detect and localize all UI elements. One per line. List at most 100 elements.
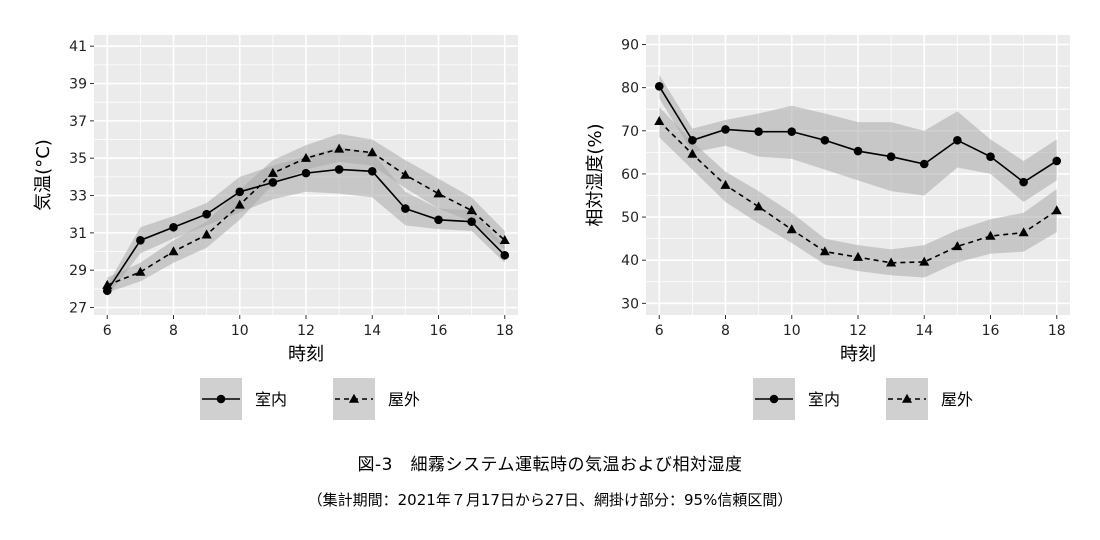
data-point-outdoor [300, 152, 312, 162]
data-point-outdoor [852, 251, 864, 261]
data-point-indoor [434, 215, 443, 225]
x-tick-label: 12 [297, 323, 315, 339]
data-point-outdoor [1018, 227, 1029, 237]
legend: 室内 屋外 [753, 378, 973, 420]
data-point-outdoor [201, 229, 212, 239]
y-axis-title: 気温(°C) [33, 139, 54, 211]
data-point-indoor [1052, 156, 1062, 166]
y-tick-label: 27 [69, 301, 87, 317]
data-point-indoor [136, 236, 145, 245]
y-tick-label: 29 [69, 263, 87, 279]
data-point-outdoor [1051, 205, 1062, 215]
x-tick-label: 18 [496, 323, 514, 339]
y-tick-label: 80 [621, 81, 639, 97]
y-tick-label: 30 [621, 296, 639, 312]
y-axis-title: 相対湿度(%) [585, 123, 606, 226]
legend-marker-indoor [769, 394, 779, 404]
legend-label-outdoor: 屋外 [941, 390, 973, 409]
y-tick-label: 37 [69, 114, 87, 130]
chart-panel-2: 6 8 10 12 14 16 18 30 40 50 60 70 80 90 時刻 相対湿度(%) 室内 屋外 [585, 35, 1070, 420]
data-point-indoor [688, 135, 697, 145]
data-point-indoor [754, 127, 763, 136]
y-tick-label: 31 [69, 226, 87, 242]
figure-caption-subtitle: （集計期間：2021年７月17日から27日、網掛け部分：95%信頼区間） [307, 491, 793, 509]
x-tick-label: 8 [721, 323, 730, 339]
y-tick-label: 40 [621, 253, 639, 269]
legend-item-outdoor: 屋外 [886, 378, 973, 420]
data-point-indoor [301, 168, 311, 178]
y-tick-label: 39 [69, 77, 87, 93]
figure-charts: 6 8 10 12 14 16 18 27 29 31 33 35 37 39 41 時刻 気温(°C) 室内 屋外… [33, 35, 1070, 420]
data-point-indoor [467, 217, 476, 226]
x-tick-label: 18 [1048, 323, 1066, 339]
x-tick-label: 10 [783, 323, 801, 339]
data-point-indoor [787, 127, 797, 136]
data-point-outdoor [334, 143, 345, 153]
x-tick-label: 16 [982, 323, 1000, 339]
x-axis-title: 時刻 [840, 344, 876, 365]
legend-label-outdoor: 屋外 [388, 390, 420, 409]
data-point-outdoor [168, 246, 179, 256]
data-point-indoor [654, 82, 664, 91]
x-tick-label: 14 [363, 323, 381, 339]
y-tick-label: 60 [621, 167, 639, 183]
data-point-outdoor [234, 199, 245, 209]
x-tick-label: 10 [231, 323, 249, 339]
legend-item-indoor: 室内 [753, 378, 840, 420]
y-tick-label: 33 [69, 189, 87, 205]
data-point-outdoor [753, 201, 764, 211]
ci-band-outdoor [659, 107, 1057, 278]
data-point-indoor [1019, 177, 1028, 187]
x-tick-label: 8 [169, 323, 178, 339]
x-axis-title: 時刻 [288, 344, 324, 365]
axes: 6 8 10 12 14 16 18 27 29 31 33 35 37 39 41 時刻 気温(°C) [33, 39, 514, 365]
data-point-indoor [268, 178, 278, 187]
data-point-indoor [986, 152, 995, 161]
data-point-outdoor [886, 257, 897, 267]
data-point-indoor [500, 250, 510, 260]
data-point-indoor [235, 187, 245, 197]
data-point-outdoor [720, 179, 731, 189]
data-point-indoor [401, 204, 410, 213]
legend-label-indoor: 室内 [808, 390, 840, 409]
y-tick-label: 41 [69, 39, 87, 55]
y-tick-label: 35 [69, 151, 87, 167]
data-point-outdoor [367, 147, 378, 157]
x-tick-label: 6 [103, 323, 112, 339]
data-point-outdoor [952, 241, 963, 251]
legend-item-indoor: 室内 [200, 378, 287, 420]
data-point-indoor [919, 159, 929, 169]
ci-band-indoor [659, 74, 1057, 202]
data-point-outdoor [135, 266, 146, 276]
legend: 室内 屋外 [200, 378, 420, 420]
data-point-indoor [820, 135, 830, 145]
y-tick-label: 90 [621, 37, 639, 53]
data-point-indoor [853, 146, 863, 156]
legend-marker-indoor [216, 394, 226, 404]
data-point-outdoor [102, 279, 113, 289]
legend-item-outdoor: 屋外 [333, 378, 420, 420]
legend-label-indoor: 室内 [255, 390, 287, 409]
data-point-outdoor [267, 167, 278, 177]
data-point-outdoor [466, 205, 477, 215]
data-point-indoor [721, 125, 730, 134]
y-tick-label: 70 [621, 124, 639, 140]
x-tick-label: 12 [849, 323, 867, 339]
data-point-indoor [886, 152, 896, 161]
data-point-indoor [169, 222, 178, 232]
data-point-indoor [202, 209, 211, 219]
data-point-outdoor [654, 115, 665, 125]
data-point-indoor [367, 166, 377, 176]
data-point-outdoor [433, 188, 444, 198]
axes: 6 8 10 12 14 16 18 30 40 50 60 70 80 90 時刻 相対湿度(%) [585, 37, 1066, 365]
figure-caption-title: 図-3 細霧システム運転時の気温および相対湿度 [357, 455, 743, 475]
data-point-outdoor [786, 224, 797, 234]
legend-marker-outdoor [901, 393, 913, 403]
data-point-outdoor [687, 148, 698, 158]
data-point-outdoor [819, 246, 830, 256]
legend-marker-outdoor [348, 393, 360, 403]
chart-panel-1: 6 8 10 12 14 16 18 27 29 31 33 35 37 39 41 時刻 気温(°C) 室内 屋外 [33, 35, 518, 420]
data-point-indoor [953, 135, 962, 145]
x-tick-label: 16 [430, 323, 448, 339]
y-tick-label: 50 [621, 210, 639, 226]
